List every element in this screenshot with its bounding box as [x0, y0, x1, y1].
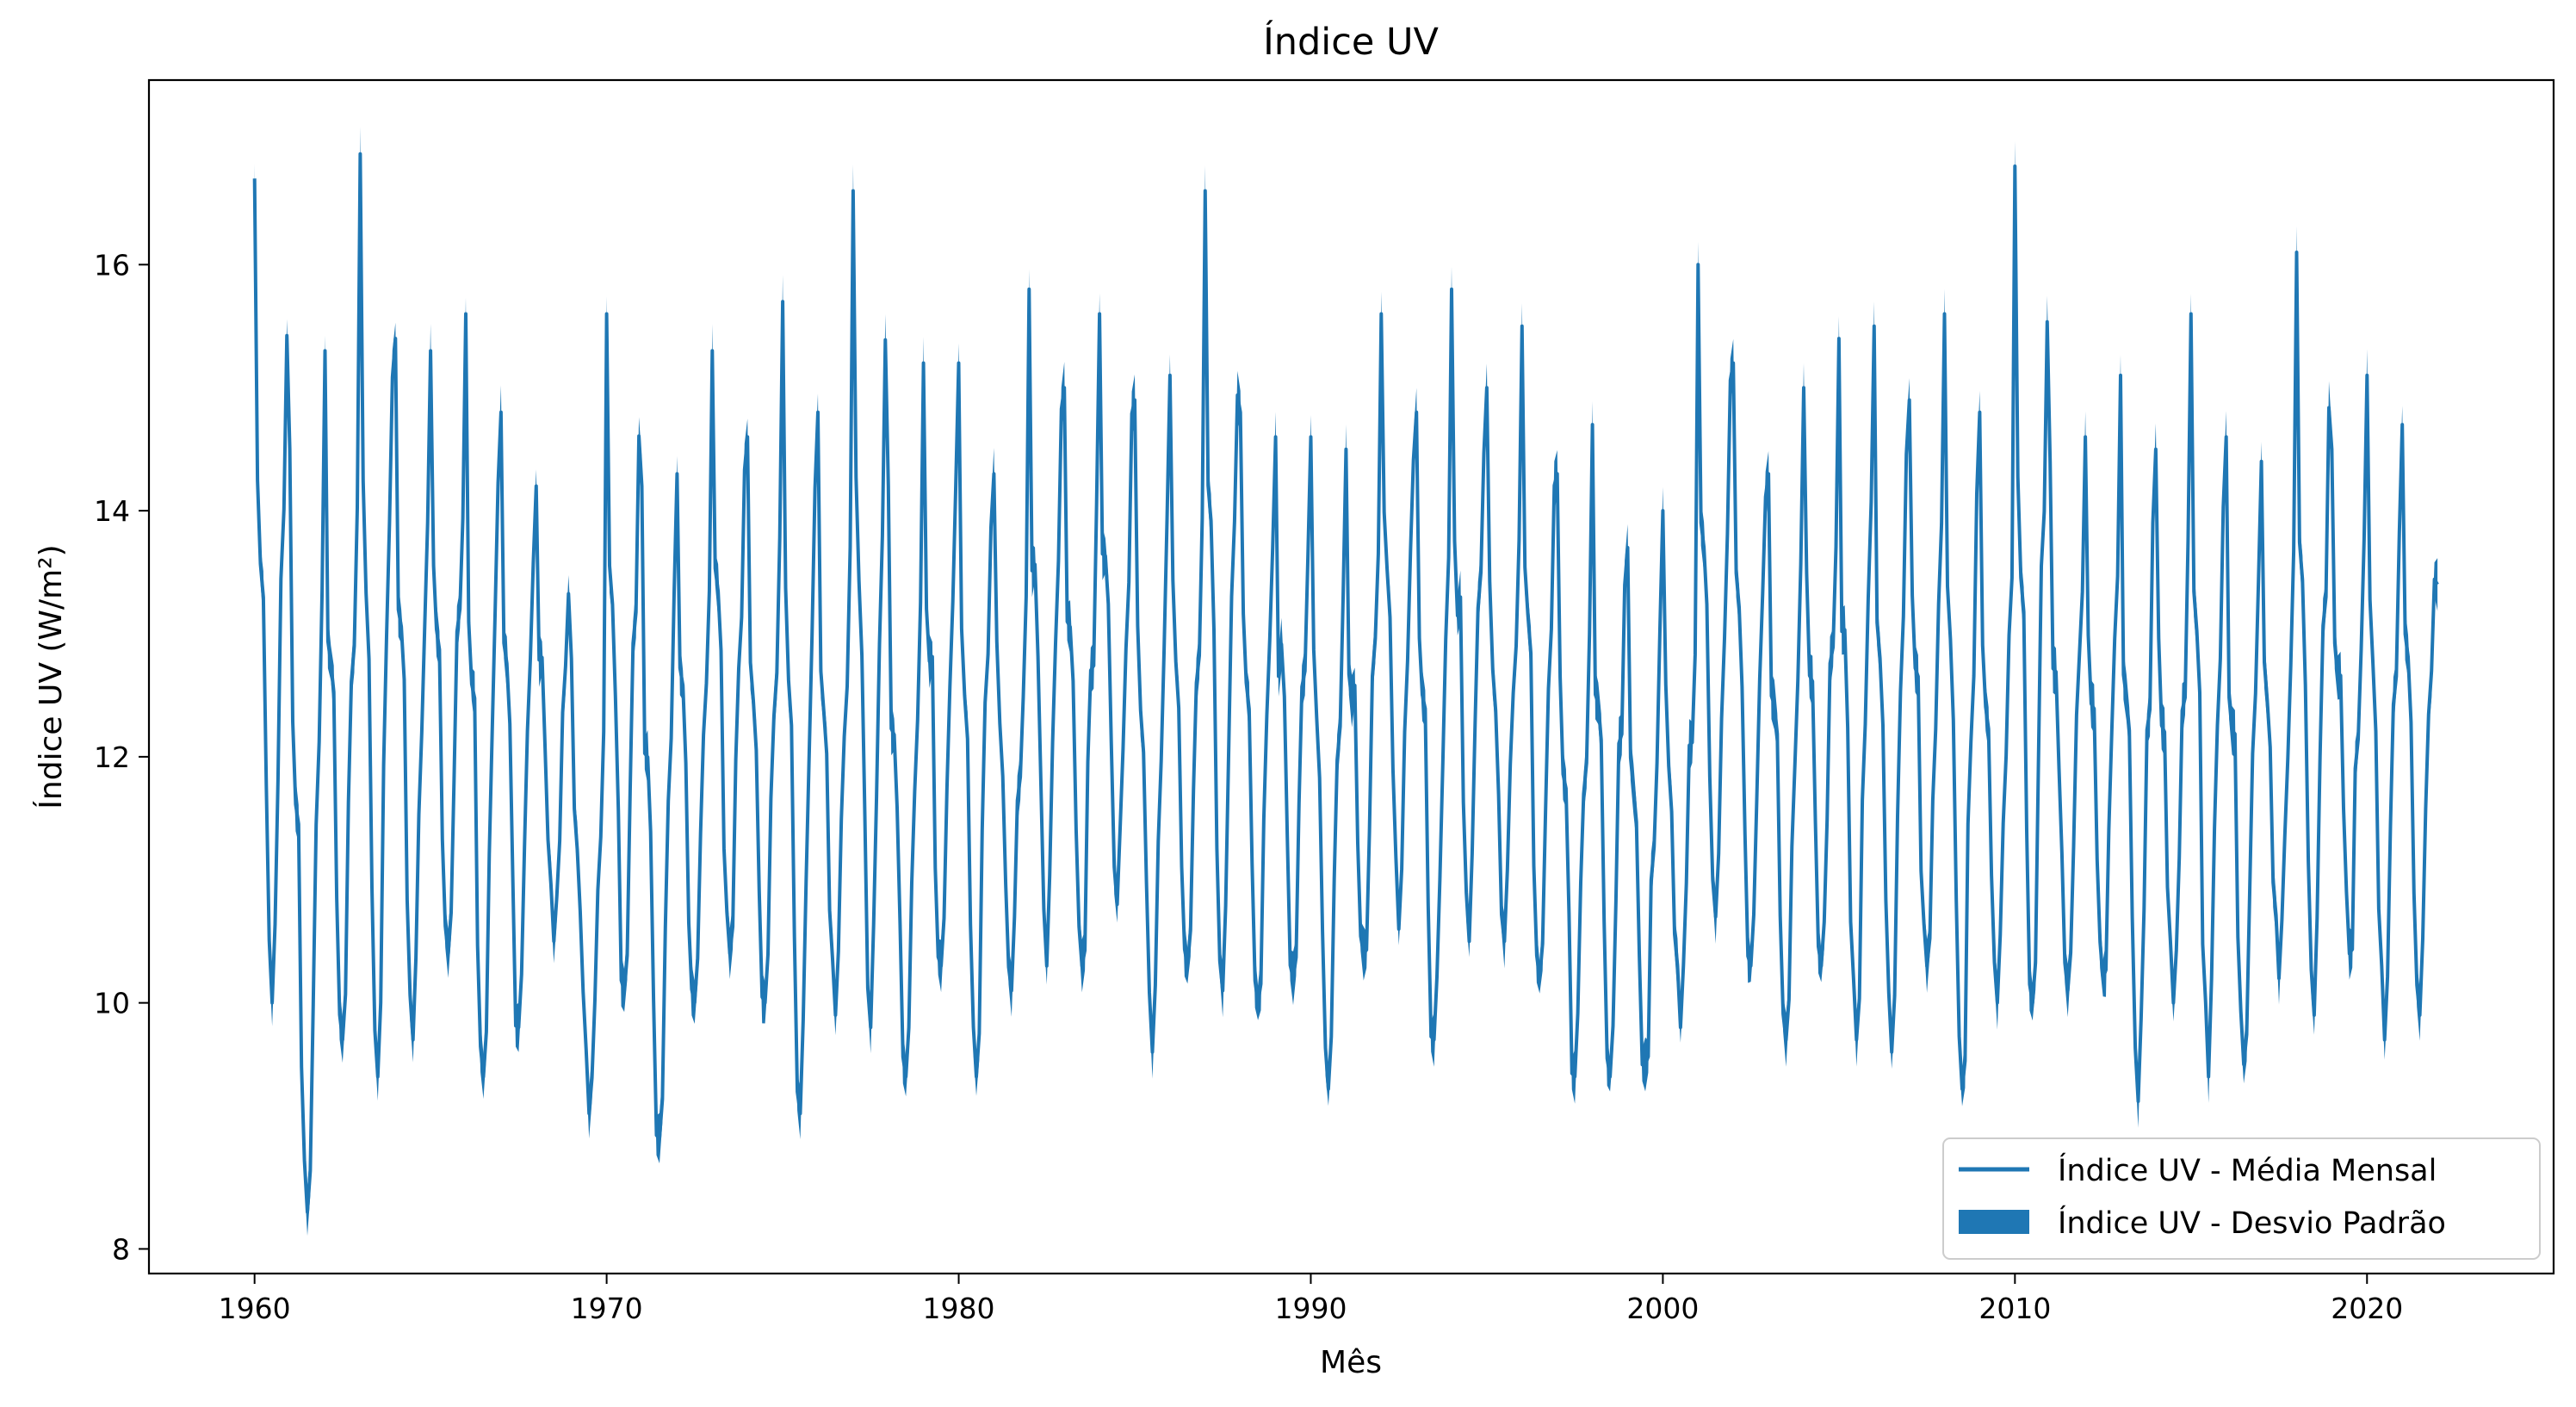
legend-box [1942, 1137, 2541, 1260]
x-tick-label-1960: 1960 [219, 1292, 291, 1325]
x-tick-label-1970: 1970 [571, 1292, 643, 1325]
x-tick-label-2010: 2010 [1978, 1292, 2051, 1325]
y-tick-label-12: 12 [94, 741, 130, 774]
y-tick-label-10: 10 [94, 987, 130, 1020]
x-tick-label-2020: 2020 [2331, 1292, 2403, 1325]
y-axis-title: Índice UV (W/m²) [33, 544, 69, 809]
legend-patch-swatch [1959, 1210, 2029, 1234]
y-tick-label-14: 14 [94, 494, 130, 528]
y-axis: 8 10 12 14 16 [94, 248, 149, 1266]
series-mean-line [252, 152, 2439, 1214]
x-tick-label-1980: 1980 [923, 1292, 995, 1325]
mean-line-layer [252, 152, 2439, 1214]
y-tick-label-16: 16 [94, 248, 130, 282]
legend-label-mean: Índice UV - Média Mensal [2058, 1152, 2437, 1188]
legend-label-std: Índice UV - Desvio Padrão [2058, 1205, 2446, 1241]
x-axis: 1960 1970 1980 1990 2000 2010 2020 [219, 1274, 2403, 1325]
y-tick-label-8: 8 [112, 1232, 130, 1266]
x-tick-label-1990: 1990 [1274, 1292, 1347, 1325]
x-tick-label-2000: 2000 [1626, 1292, 1699, 1325]
x-axis-title: Mês [1320, 1345, 1382, 1380]
chart-title: Índice UV [1263, 20, 1439, 64]
plot-frame [147, 78, 2555, 1275]
legend: Índice UV - Média Mensal Índice UV - Des… [1942, 1137, 2541, 1260]
